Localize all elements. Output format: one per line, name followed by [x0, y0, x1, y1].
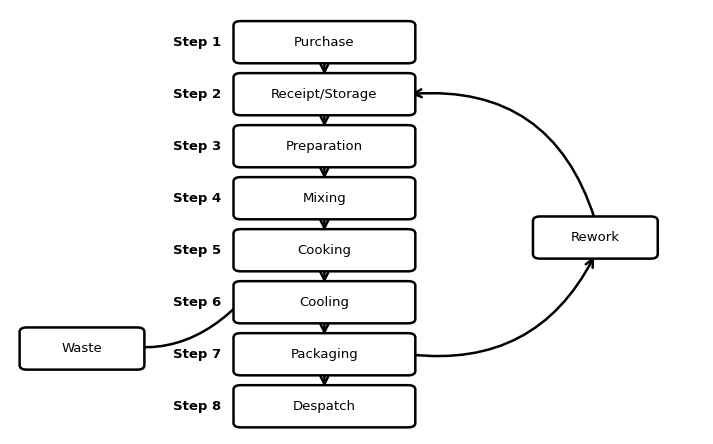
Text: Step 1: Step 1	[173, 36, 221, 49]
FancyBboxPatch shape	[234, 21, 415, 63]
FancyBboxPatch shape	[533, 216, 657, 258]
Text: Purchase: Purchase	[294, 36, 355, 49]
Text: Rework: Rework	[571, 231, 620, 244]
Text: Waste: Waste	[61, 342, 103, 355]
Text: Step 4: Step 4	[173, 192, 221, 205]
FancyBboxPatch shape	[234, 281, 415, 323]
Text: Step 3: Step 3	[173, 140, 221, 153]
Text: Step 8: Step 8	[173, 400, 221, 413]
Text: Preparation: Preparation	[286, 140, 363, 153]
FancyBboxPatch shape	[234, 333, 415, 375]
FancyBboxPatch shape	[20, 328, 144, 369]
FancyBboxPatch shape	[234, 73, 415, 115]
FancyBboxPatch shape	[234, 385, 415, 427]
Text: Cooling: Cooling	[299, 296, 349, 309]
Text: Step 6: Step 6	[173, 296, 221, 309]
Text: Cooking: Cooking	[297, 244, 352, 257]
Text: Step 5: Step 5	[173, 244, 221, 257]
FancyBboxPatch shape	[234, 177, 415, 219]
Text: Packaging: Packaging	[290, 348, 359, 361]
Text: Step 7: Step 7	[173, 348, 221, 361]
Text: Despatch: Despatch	[293, 400, 356, 413]
Text: Mixing: Mixing	[302, 192, 347, 205]
Text: Step 2: Step 2	[173, 88, 221, 101]
Text: Receipt/Storage: Receipt/Storage	[271, 88, 378, 101]
FancyBboxPatch shape	[234, 229, 415, 271]
FancyBboxPatch shape	[234, 125, 415, 167]
